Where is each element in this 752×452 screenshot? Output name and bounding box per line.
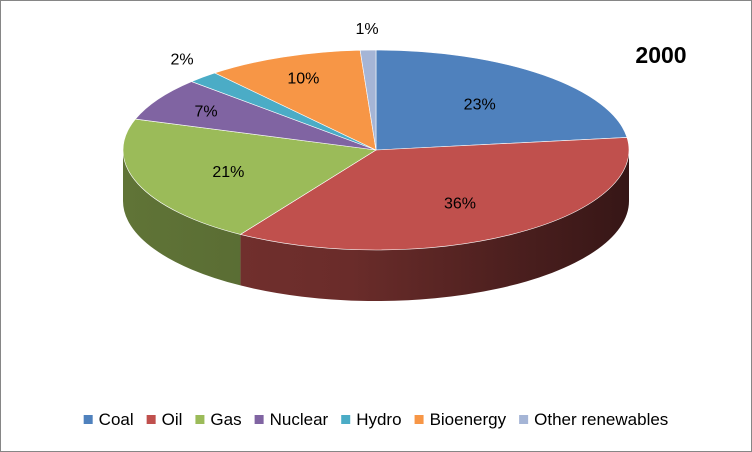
data-label-nuclear: 7% — [195, 103, 218, 120]
legend-label-other-renewables: Other renewables — [534, 410, 668, 429]
legend-swatch-gas — [195, 415, 205, 424]
legend-swatch-bioenergy — [414, 415, 424, 424]
pie-slice-coal — [375, 49, 628, 151]
pie-top-faces — [122, 49, 630, 251]
data-label-other-renewables: 1% — [356, 21, 379, 38]
pie-side-gas — [123, 150, 241, 286]
legend-swatch-hydro — [341, 415, 351, 424]
pie-side-oil — [240, 150, 629, 301]
legend-swatch-other-renewables — [519, 415, 529, 424]
data-label-bioenergy: 10% — [287, 71, 319, 88]
pie-side-walls — [123, 150, 629, 301]
legend-item-oil: Oil — [146, 410, 183, 429]
legend-item-coal: Coal — [83, 410, 134, 429]
pie-slice-oil — [239, 137, 630, 251]
data-label-hydro: 2% — [170, 51, 193, 68]
legend-label-bioenergy: Bioenergy — [430, 410, 507, 429]
chart-title: 2000 — [635, 42, 686, 68]
legend-item-other-renewables: Other renewables — [519, 410, 668, 429]
legend-swatch-coal — [83, 415, 93, 424]
legend-label-hydro: Hydro — [356, 410, 401, 429]
legend-label-gas: Gas — [210, 410, 241, 429]
legend: Coal Oil Gas Nuclear Hydro Bioenergy Other ren… — [83, 410, 668, 429]
pie-slice-gas — [122, 118, 377, 235]
data-label-oil: 36% — [444, 195, 476, 212]
legend-swatch-oil — [146, 415, 156, 424]
pie-slice-nuclear — [134, 81, 377, 151]
pie-slice-other-renewables — [359, 49, 377, 151]
data-label-gas: 21% — [212, 164, 244, 181]
legend-item-hydro: Hydro — [341, 410, 402, 429]
legend-item-nuclear: Nuclear — [254, 410, 329, 429]
data-labels: 23% 36% 21% 7% 2% 10% 1% — [170, 21, 495, 212]
pie-slice-bioenergy — [213, 49, 377, 151]
legend-label-coal: Coal — [99, 410, 134, 429]
legend-item-bioenergy: Bioenergy — [414, 410, 507, 429]
legend-label-nuclear: Nuclear — [270, 410, 329, 429]
data-label-coal: 23% — [464, 97, 496, 114]
legend-swatch-nuclear — [254, 415, 264, 424]
legend-label-oil: Oil — [162, 410, 183, 429]
legend-item-gas: Gas — [195, 410, 242, 429]
